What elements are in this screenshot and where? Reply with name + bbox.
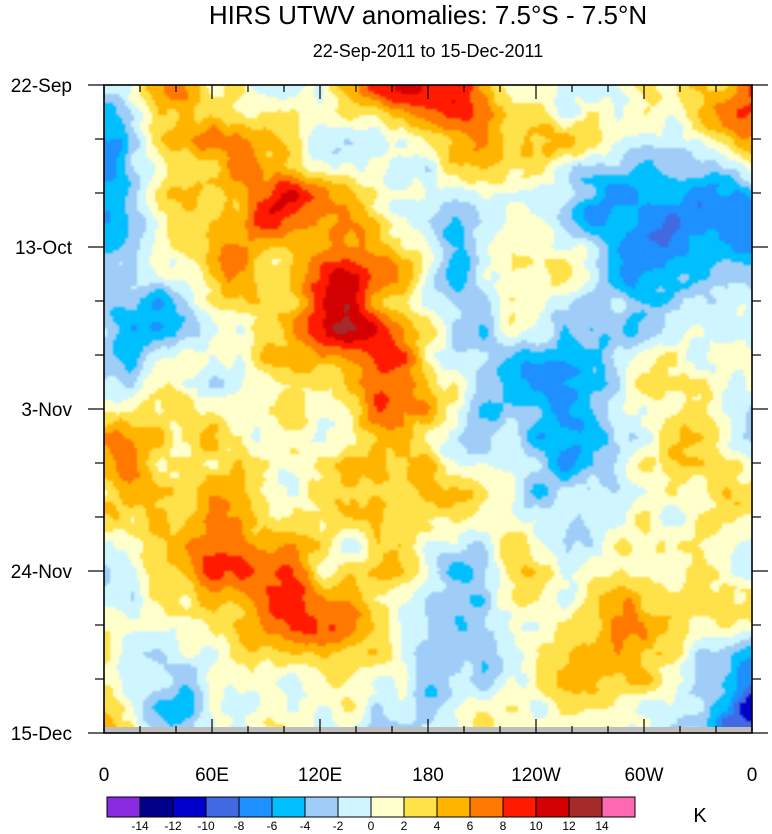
colorbar-label: 8 xyxy=(500,819,507,833)
y-tick-label: 24-Nov xyxy=(11,562,73,583)
colorbar-label: 14 xyxy=(595,819,609,833)
y-axis: 22-Sep 13-Oct 3-Nov 24-Nov 15-Dec xyxy=(11,76,768,745)
colorbar-box xyxy=(370,796,405,818)
colorbar: -14 -12 -10 -8 -6 -4 -2 0 2 4 6 8 10 12 14 xyxy=(106,796,636,833)
y-tick-label: 13-Oct xyxy=(15,238,73,259)
colorbar-label: 6 xyxy=(467,819,474,833)
colorbar-box xyxy=(271,796,306,818)
x-tick-label: 0 xyxy=(747,765,758,786)
colorbar-label: 12 xyxy=(562,819,576,833)
x-tick-label: 120E xyxy=(298,765,342,786)
colorbar-label: -4 xyxy=(300,819,311,833)
colorbar-box xyxy=(205,796,240,818)
x-tick-label: 120W xyxy=(511,765,561,786)
colorbar-box xyxy=(502,796,537,818)
colorbar-label: -6 xyxy=(267,819,278,833)
colorbar-box xyxy=(304,796,339,818)
colorbar-label: -14 xyxy=(131,819,149,833)
x-tick-label: 180 xyxy=(412,765,444,786)
colorbar-label: -2 xyxy=(333,819,344,833)
colorbar-label: 10 xyxy=(529,819,543,833)
colorbar-box xyxy=(436,796,471,818)
colorbar-label: 2 xyxy=(401,819,408,833)
colorbar-box xyxy=(568,796,603,818)
y-tick-label: 3-Nov xyxy=(21,400,72,421)
colorbar-box xyxy=(337,796,372,818)
plot-area xyxy=(103,84,753,734)
colorbar-box xyxy=(469,796,504,818)
colorbar-box xyxy=(403,796,438,818)
colorbar-box xyxy=(172,796,207,818)
x-tick-label: 60E xyxy=(195,765,229,786)
colorbar-box xyxy=(139,796,174,818)
units-label: K xyxy=(693,805,707,827)
x-tick-label: 0 xyxy=(99,765,110,786)
colorbar-label: -10 xyxy=(197,819,215,833)
colorbar-label: -12 xyxy=(164,819,182,833)
x-tick-label: 60W xyxy=(624,765,663,786)
colorbar-label: 4 xyxy=(434,819,441,833)
colorbar-box xyxy=(238,796,273,818)
colorbar-label: -8 xyxy=(234,819,245,833)
chart-subtitle: 22-Sep-2011 to 15-Dec-2011 xyxy=(313,41,543,61)
colorbar-box xyxy=(106,796,141,818)
colorbar-box xyxy=(601,796,636,818)
anomaly-field xyxy=(104,85,752,733)
y-tick-label: 22-Sep xyxy=(11,76,72,97)
colorbar-box xyxy=(535,796,570,818)
colorbar-label: 0 xyxy=(368,819,375,833)
y-tick-label: 15-Dec xyxy=(11,724,72,745)
chart-title: HIRS UTWV anomalies: 7.5°S - 7.5°N xyxy=(209,0,647,30)
x-axis: 0 60E 120E 180 120W 60W 0 xyxy=(99,85,758,786)
